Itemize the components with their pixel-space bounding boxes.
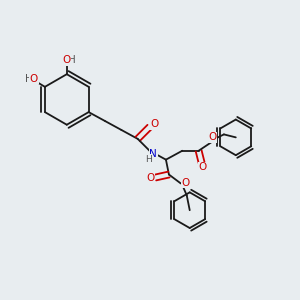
Text: N: N [149,149,157,159]
Text: O: O [30,74,38,83]
Text: H: H [68,55,76,65]
Text: O: O [198,162,207,172]
Text: O: O [62,55,70,65]
Text: O: O [147,173,155,183]
Text: O: O [150,119,158,129]
Text: O: O [181,178,189,188]
Text: O: O [208,132,217,142]
Text: H: H [25,74,33,83]
Text: H: H [145,154,152,164]
